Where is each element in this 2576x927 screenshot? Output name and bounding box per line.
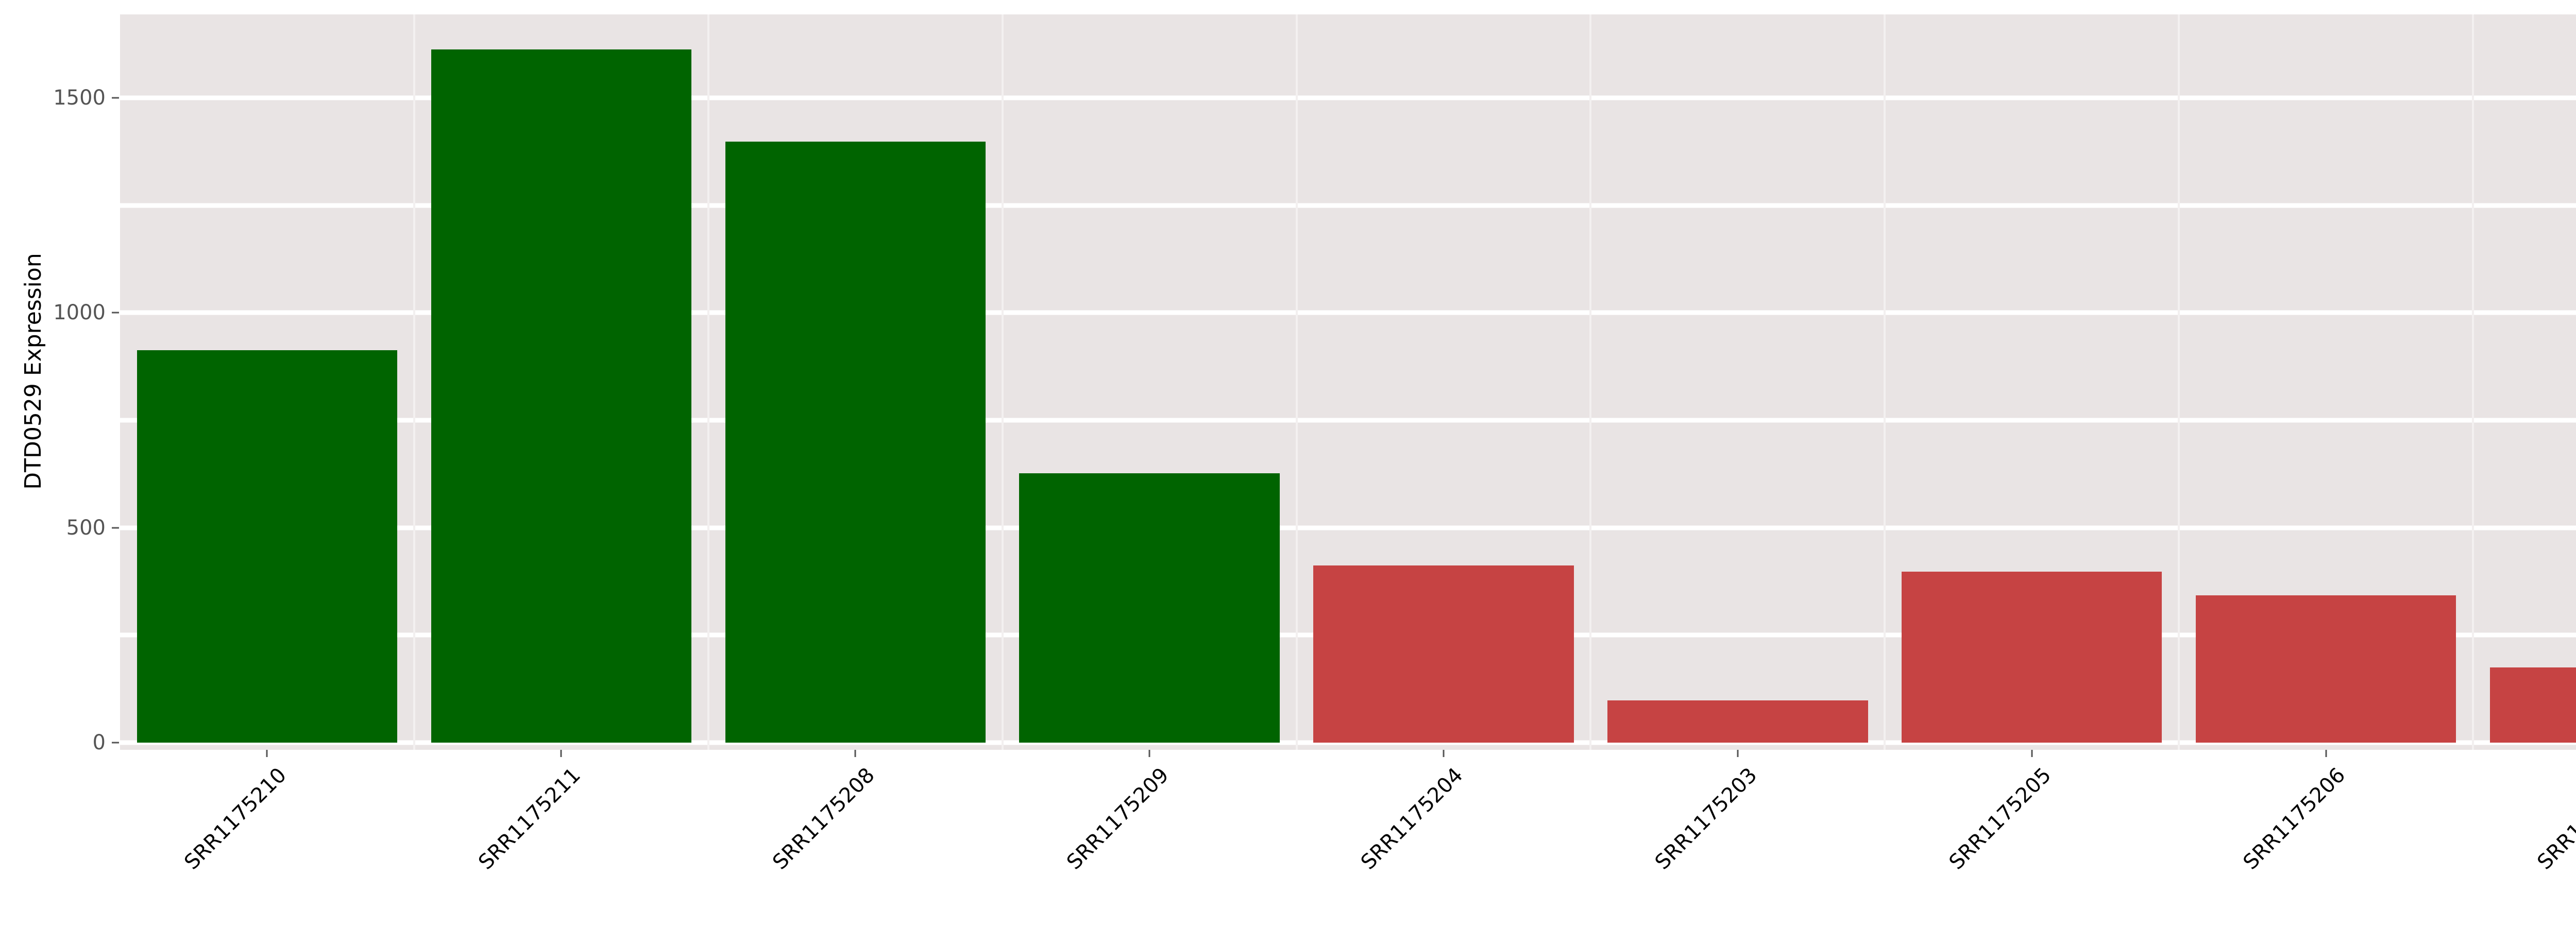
x-axis-tick-mark	[1148, 750, 1150, 757]
y-axis-tick-mark	[112, 742, 119, 744]
bar[interactable]	[2489, 667, 2576, 743]
x-axis-tick-label: SRR1175208	[768, 763, 879, 874]
gridline-horizontal	[120, 418, 2576, 423]
bar[interactable]	[137, 350, 398, 743]
gridline-horizontal	[120, 525, 2576, 530]
x-axis-tick-label: SRR1175210	[180, 763, 291, 874]
gridline-horizontal	[120, 203, 2576, 208]
y-axis-tick-mark	[112, 97, 119, 99]
x-axis-tick-label: SRR1175203	[1650, 763, 1762, 874]
bar[interactable]	[1019, 473, 1280, 743]
gridline-vertical	[707, 14, 709, 750]
x-axis-tick-mark	[1443, 750, 1445, 757]
x-axis-tick-mark	[854, 750, 856, 757]
bar[interactable]	[2196, 595, 2456, 743]
gridline-vertical	[1295, 14, 1298, 750]
x-axis-tick-label: SRR1175206	[2239, 763, 2350, 874]
gridline-horizontal	[120, 95, 2576, 100]
y-axis-tick-mark	[112, 312, 119, 314]
bar[interactable]	[1607, 700, 1868, 743]
bar[interactable]	[725, 142, 986, 743]
x-axis-tick-mark	[2325, 750, 2327, 757]
x-axis-tick-mark	[1737, 750, 1739, 757]
plot-area	[120, 14, 2576, 750]
gridline-vertical	[413, 14, 415, 750]
y-axis-tick-label: 1500	[53, 86, 106, 110]
x-axis-tick-mark	[2031, 750, 2033, 757]
gridline-vertical	[2178, 14, 2180, 750]
x-axis-tick-label: SRR1175204	[1356, 763, 1468, 874]
y-axis-tick-mark	[112, 527, 119, 529]
gridline-horizontal	[120, 310, 2576, 315]
bar[interactable]	[431, 49, 691, 743]
x-axis-tick-mark	[266, 750, 268, 757]
x-axis-tick-label: SRR1175205	[1944, 763, 2056, 874]
gridline-vertical	[1001, 14, 1004, 750]
x-axis-tick-label: SRR1175207	[2533, 763, 2576, 874]
bar[interactable]	[1313, 565, 1574, 743]
y-axis-tick-label: 500	[66, 516, 106, 540]
y-axis-tick-label: 0	[92, 731, 106, 754]
y-axis-tick-label: 1000	[53, 301, 106, 325]
y-axis-label: DTD0529 Expression	[20, 253, 46, 490]
gridline-vertical	[1884, 14, 1886, 750]
bar[interactable]	[1902, 571, 2162, 743]
x-axis-tick-label: SRR1175209	[1062, 763, 1174, 874]
x-axis-tick-label: SRR1175211	[474, 763, 585, 874]
x-axis-tick-mark	[560, 750, 562, 757]
gridline-vertical	[1589, 14, 1592, 750]
gridline-vertical	[2472, 14, 2475, 750]
gridline-horizontal	[120, 740, 2576, 745]
